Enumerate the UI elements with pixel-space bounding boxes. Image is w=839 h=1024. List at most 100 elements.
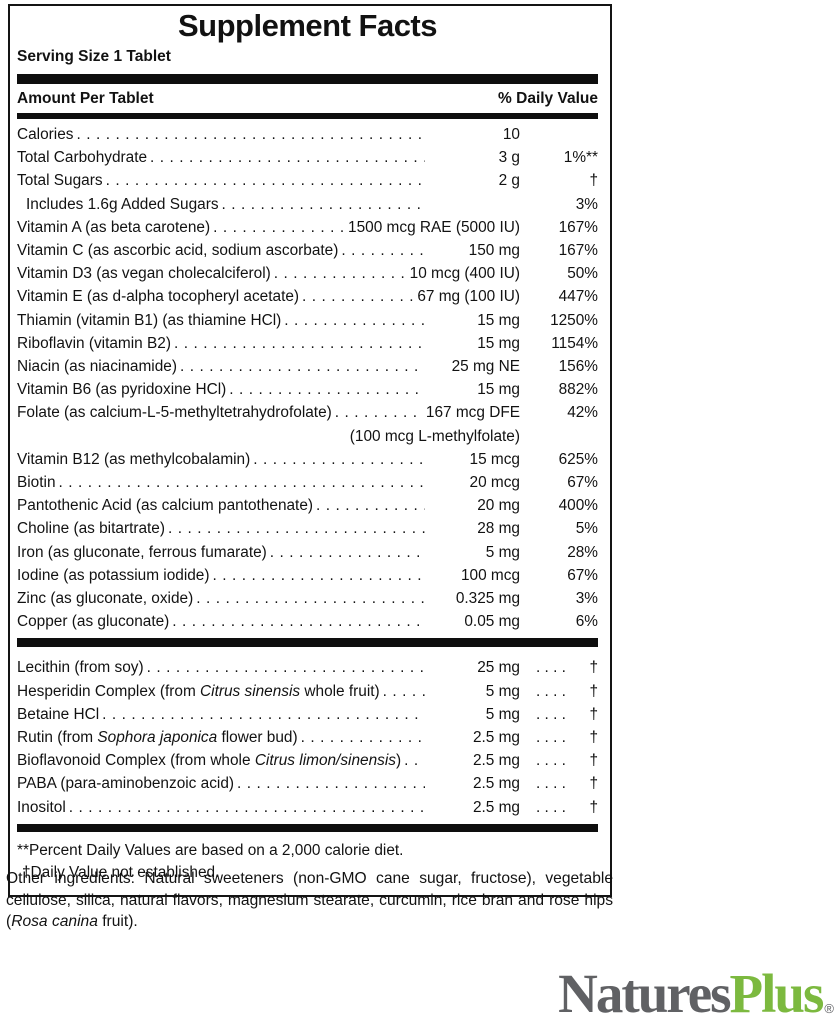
botanical-species-name: Sophora japonica <box>97 729 218 747</box>
dagger-symbol: † <box>589 752 598 770</box>
nutrient-amount: 15 mg <box>477 334 520 352</box>
nutrient-name: Total Carbohydrate <box>17 146 147 169</box>
text-segment: Calories <box>17 126 74 143</box>
dagger-symbol: † <box>589 705 598 723</box>
nutrient-amount: 3 g <box>498 149 520 167</box>
nutrient-name: Biotin <box>17 471 56 494</box>
nutrient-name: Riboflavin (vitamin B2) <box>17 332 171 355</box>
column-header-row: Amount Per Tablet % Daily Value <box>17 84 598 113</box>
text-segment: Vitamin B6 (as pyridoxine HCl) <box>17 381 227 399</box>
daily-value-dot-leader: . . . . <box>536 729 566 747</box>
nutrient-amount: 2.5 mg <box>472 729 520 747</box>
nutrient-amount: 20 mcg <box>469 474 520 492</box>
nutrient-amount: 1500 mcg RAE (5000 IU) <box>348 218 520 236</box>
nutrient-row: Rutin (from Sophora japonica flower bud)… <box>17 726 598 749</box>
daily-value: . . . . † <box>520 796 598 819</box>
footnotes: **Percent Daily Values are based on a 2,… <box>17 837 598 890</box>
nutrient-name: Rutin (from Sophora japonica flower bud) <box>17 726 298 749</box>
nutrient-rows-main: Calories 10 Total Carbohydrate 3 g 1%**Total… <box>17 119 598 633</box>
text-segment: Vitamin A (as beta carotene) <box>17 218 211 236</box>
daily-value: 1%** <box>563 149 598 167</box>
serving-size: Serving Size 1 Tablet <box>17 48 171 65</box>
text-segment: Riboflavin (vitamin B2) <box>17 334 171 352</box>
daily-value: 156% <box>558 358 598 376</box>
daily-value-dot-leader: . . . . <box>536 798 566 816</box>
text-segment: Bioflavonoid Complex (from whole <box>17 752 255 770</box>
dot-leader <box>316 494 425 517</box>
daily-value-header: % Daily Value <box>498 90 598 107</box>
dagger-symbol: † <box>589 729 598 747</box>
daily-value: 5% <box>575 520 598 538</box>
dot-leader <box>168 517 425 540</box>
brand-logo: NaturesPlus ® <box>558 966 834 1021</box>
dagger-symbol: † <box>589 659 598 677</box>
daily-value: 3% <box>575 195 598 213</box>
text-segment: ) <box>395 752 402 770</box>
text-segment: Vitamin E (as d-alpha tocopheryl acetate… <box>17 288 300 306</box>
divider-thick <box>17 823 598 832</box>
text-segment: Iodine (as potassium iodide) <box>17 566 210 584</box>
nutrient-name: Vitamin E (as d-alpha tocopheryl acetate… <box>17 285 299 308</box>
nutrient-row: Folate (as calcium-L-5-methyltetrahydrof… <box>17 401 598 424</box>
text-segment: Rutin (from <box>17 729 98 747</box>
daily-value: 50% <box>567 265 598 283</box>
dagger-symbol: † <box>589 775 598 793</box>
nutrient-name: Includes 1.6g Added Sugars <box>17 193 219 216</box>
nutrient-name: Bioflavonoid Complex (from whole Citrus … <box>17 749 401 772</box>
text-segment: Vitamin B12 (as methylcobalamin) <box>17 450 251 468</box>
dot-leader <box>106 169 425 192</box>
daily-value: 882% <box>558 381 598 399</box>
nutrient-amount: 10 <box>502 126 520 143</box>
nutrient-amount: 5 mg <box>485 543 520 561</box>
dot-leader <box>270 541 425 564</box>
nutrient-name: Vitamin A (as beta carotene) <box>17 216 210 239</box>
nutrient-amount: 100 mcg <box>460 566 520 584</box>
dot-leader <box>383 680 425 703</box>
daily-value: . . . . † <box>520 749 598 772</box>
nutrient-amount: 2 g <box>498 172 520 190</box>
dagger-symbol: † <box>589 798 598 816</box>
registered-mark-icon: ® <box>824 1001 834 1016</box>
nutrient-name: Lecithin (from soy) <box>17 656 144 679</box>
nutrient-row: Bioflavonoid Complex (from whole Citrus … <box>17 749 598 772</box>
nutrient-row: Iodine (as potassium iodide) 100 mcg 67% <box>17 564 598 587</box>
nutrient-amount: 0.325 mg <box>455 590 520 608</box>
daily-value: 6% <box>575 613 598 631</box>
dot-leader <box>404 749 425 772</box>
nutrient-row: PABA (para-aminobenzoic acid)2.5 mg. . .… <box>17 772 598 795</box>
footnote-dagger: †Daily Value not established. <box>22 863 220 881</box>
daily-value: 3% <box>575 590 598 608</box>
dot-leader <box>69 796 425 819</box>
nutrient-amount: (100 mcg L-methylfolate) <box>349 427 520 445</box>
text-segment: fruit). <box>97 913 138 931</box>
text-segment: PABA (para-aminobenzoic acid) <box>17 775 235 793</box>
nutrient-name: Iron (as gluconate, ferrous fumarate) <box>17 541 267 564</box>
nutrient-amount: 5 mg <box>485 705 520 723</box>
supplement-facts-panel: Supplement Facts Serving Size 1 Tablet A… <box>8 4 612 897</box>
nutrient-name: Folate (as calcium-L-5-methyltetrahydrof… <box>17 401 332 424</box>
nutrient-amount: 15 mg <box>477 381 520 399</box>
dot-leader <box>274 262 407 285</box>
daily-value: 400% <box>558 497 598 515</box>
nutrient-amount: 25 mg <box>477 659 520 677</box>
nutrient-name: Inositol <box>17 796 66 819</box>
nutrient-row: Thiamin (vitamin B1) (as thiamine HCl) 15… <box>17 309 598 332</box>
daily-value-dot-leader: . . . . <box>536 775 566 793</box>
nutrient-amount: 25 mg NE <box>451 358 520 376</box>
daily-value: . . . . † <box>520 726 598 749</box>
nutrient-rows-botanical: Lecithin (from soy) 25 mg . . . . † Hesperid… <box>17 652 598 818</box>
text-segment: Biotin <box>17 474 56 492</box>
nutrient-row: Niacin (as niacinamide) 25 mg NE 156% <box>17 355 598 378</box>
dot-leader <box>253 448 425 471</box>
nutrient-row: Total Carbohydrate 3 g 1%** <box>17 146 598 169</box>
divider-medium <box>17 113 598 119</box>
nutrient-name: Niacin (as niacinamide) <box>17 355 177 378</box>
text-segment: Lecithin (from soy) <box>17 659 144 677</box>
nutrient-name: Vitamin D3 (as vegan cholecalciferol) <box>17 262 271 285</box>
nutrient-amount: 2.5 mg <box>472 798 520 816</box>
daily-value-dot-leader: . . . . <box>536 659 566 677</box>
other-ingredients-paragraph: Other ingredients: Natural sweeteners (n… <box>6 868 613 933</box>
text-segment: Hesperidin Complex (from <box>17 682 201 700</box>
divider-thick <box>17 74 598 84</box>
nutrient-row: Vitamin E (as d-alpha tocopheryl acetate… <box>17 285 598 308</box>
